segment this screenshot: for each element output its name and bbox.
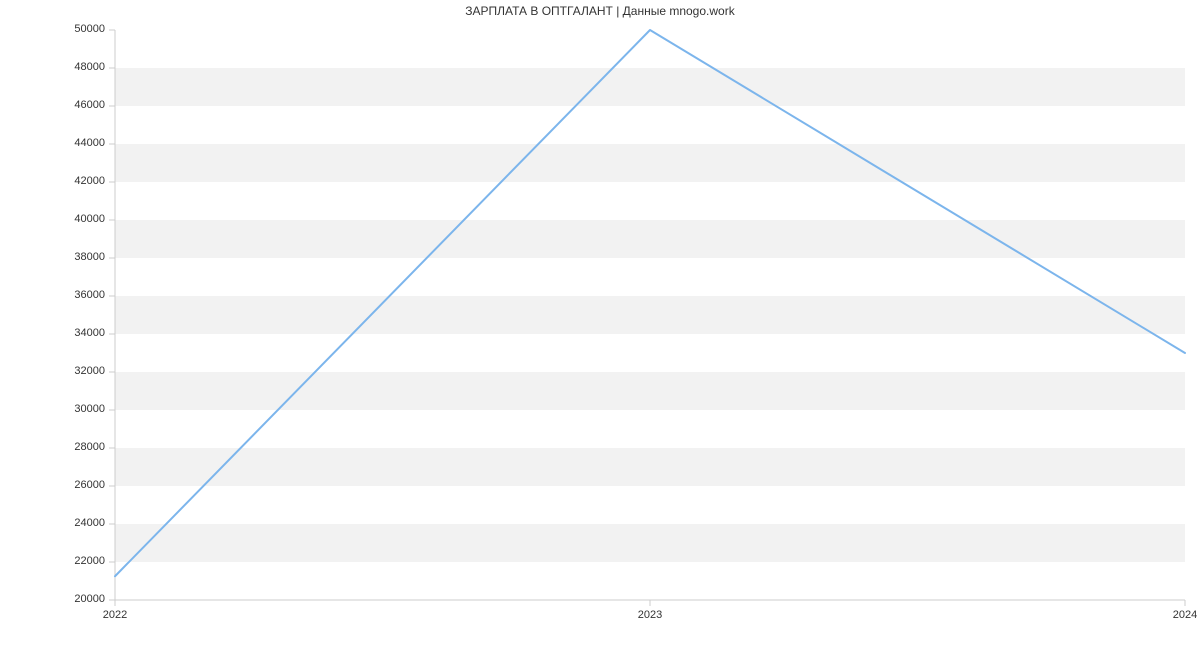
salary-chart: ЗАРПЛАТА В ОПТГАЛАНТ | Данные mnogo.work… — [0, 0, 1200, 650]
plot-band — [115, 144, 1185, 182]
y-tick-label: 38000 — [74, 251, 105, 263]
y-tick-label: 48000 — [74, 61, 105, 73]
y-tick-label: 36000 — [74, 289, 105, 301]
chart-title: ЗАРПЛАТА В ОПТГАЛАНТ | Данные mnogo.work — [0, 4, 1200, 18]
plot-band — [115, 524, 1185, 562]
y-tick-label: 40000 — [74, 213, 105, 225]
x-tick-label: 2023 — [638, 609, 662, 621]
y-tick-label: 30000 — [74, 403, 105, 415]
y-tick-label: 42000 — [74, 175, 105, 187]
x-tick-label: 2024 — [1173, 609, 1197, 621]
y-tick-label: 44000 — [74, 137, 105, 149]
y-tick-label: 32000 — [74, 365, 105, 377]
y-tick-label: 50000 — [74, 23, 105, 35]
y-tick-label: 22000 — [74, 555, 105, 567]
y-tick-label: 26000 — [74, 479, 105, 491]
plot-band — [115, 372, 1185, 410]
plot-band — [115, 296, 1185, 334]
x-tick-label: 2022 — [103, 609, 127, 621]
y-tick-label: 34000 — [74, 327, 105, 339]
plot-band — [115, 220, 1185, 258]
y-tick-label: 46000 — [74, 99, 105, 111]
plot-band — [115, 448, 1185, 486]
plot-area — [115, 30, 1185, 600]
y-tick-label: 20000 — [74, 593, 105, 605]
y-tick-label: 24000 — [74, 517, 105, 529]
y-tick-label: 28000 — [74, 441, 105, 453]
plot-band — [115, 68, 1185, 106]
